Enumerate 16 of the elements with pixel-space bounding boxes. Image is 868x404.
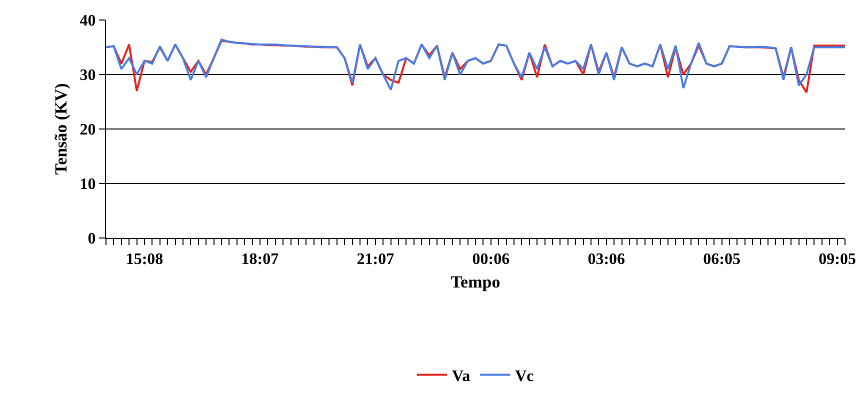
y-tick-label: 20: [80, 122, 96, 139]
x-tick-label: 03:06: [588, 251, 626, 268]
legend-label: Va: [452, 368, 470, 386]
x-tick-label: 21:07: [356, 251, 394, 268]
y-tick-label: 0: [88, 230, 96, 248]
x-tick-label: 06:05: [703, 251, 740, 268]
x-tick-label: 09:05: [818, 251, 856, 268]
y-axis-title: Tensão (KV): [51, 83, 70, 175]
x-axis-title: Tempo: [450, 272, 500, 292]
y-tick-label: 10: [80, 176, 96, 194]
x-tick-label: 15:08: [126, 251, 164, 268]
x-tick-label: 00:06: [472, 251, 510, 268]
legend-label: Vc: [515, 368, 534, 386]
y-tick-label: 30: [80, 67, 96, 84]
x-tick-label: 18:07: [241, 251, 279, 268]
y-tick-label: 40: [80, 12, 96, 30]
